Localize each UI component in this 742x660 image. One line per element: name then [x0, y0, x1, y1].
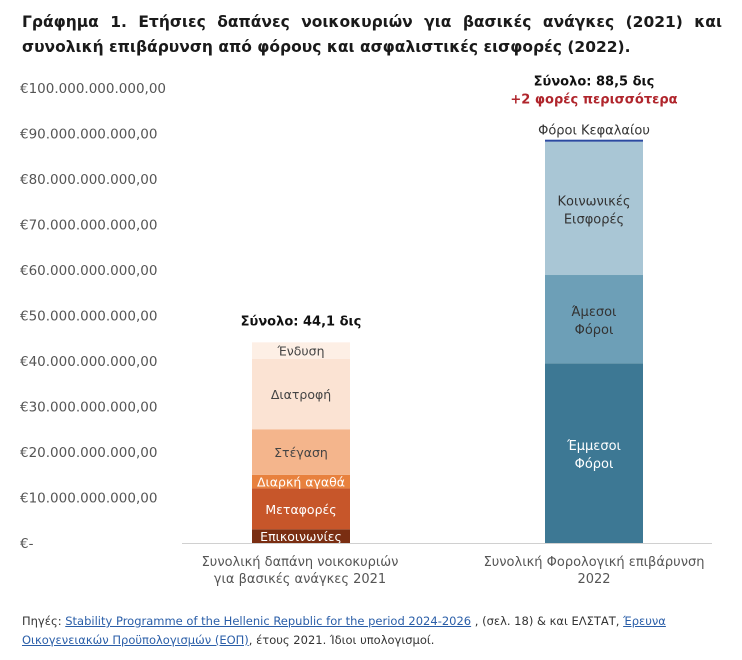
segment-label: Άμεσοι Φόροι: [572, 305, 617, 338]
bar-segment: [252, 529, 350, 543]
y-tick-label: €-: [20, 536, 34, 552]
stacked-bar-chart: €- €10.000.000.000,00 €20.000.000.000,00 €3…: [20, 74, 712, 587]
x-category-label: Συνολική δαπάνη νοικοκυριών για βασικές α…: [202, 555, 399, 587]
bar-sub-label: +2 φορές περισσότερα: [510, 92, 677, 107]
y-tick-label: €30.000.000.000,00: [20, 400, 157, 416]
y-tick-label: €20.000.000.000,00: [20, 445, 157, 461]
x-axis: Συνολική δαπάνη νοικοκυριών για βασικές α…: [182, 543, 712, 587]
segment-label: Έμμεσοι Φόροι: [566, 439, 621, 472]
bar-segment: [545, 275, 643, 364]
y-tick-label: €40.000.000.000,00: [20, 354, 157, 370]
bar-segment: [545, 139, 643, 142]
bar-segment: [545, 363, 643, 543]
segment-label: Διατροφή: [271, 387, 331, 402]
footer-prefix: Πηγές:: [22, 614, 66, 628]
y-tick-label: €60.000.000.000,00: [20, 263, 157, 279]
x-category-label: Συνολική Φορολογική επιβάρυνση 2022: [484, 555, 705, 587]
y-tick-label: €70.000.000.000,00: [20, 218, 157, 234]
y-tick-label: €100.000.000.000,00: [20, 81, 166, 97]
bar-segment: [252, 358, 350, 430]
segment-label: Στέγαση: [274, 445, 328, 460]
footer-mid-text: , (σελ. 18) & και ΕΛΣΤΑΤ,: [471, 614, 624, 628]
segment-label: Κοινωνικές Εισφορές: [557, 194, 630, 227]
bars-group: Επικοινωνίες Μεταφορές Διαρκή αγαθά Στέγαση…: [241, 74, 678, 544]
chart-title: Γράφημα 1. Ετήσιες δαπάνες νοικοκυριών γ…: [22, 13, 722, 56]
y-tick-label: €50.000.000.000,00: [20, 309, 157, 325]
bar-segment: [252, 474, 350, 489]
bar-segment: [252, 342, 350, 359]
segment-label: Διαρκή αγαθά: [257, 475, 345, 490]
bar-total-label: Σύνολο: 88,5 δις: [534, 74, 655, 89]
y-tick-label: €90.000.000.000,00: [20, 127, 157, 143]
y-tick-label: €10.000.000.000,00: [20, 491, 157, 507]
sources-footer: Πηγές: Stability Programme of the Hellen…: [22, 612, 722, 650]
segment-label: Επικοινωνίες: [260, 529, 342, 544]
footer-end-text: , έτους 2021. Ίδιοι υπολογισμοί.: [248, 633, 435, 647]
bar-segment: [252, 488, 350, 530]
source-link-stability-programme[interactable]: Stability Programme of the Hellenic Repu…: [65, 614, 472, 628]
bar-segment: [252, 429, 350, 475]
segment-label: Μεταφορές: [265, 502, 336, 517]
y-axis: €- €10.000.000.000,00 €20.000.000.000,00 €3…: [20, 81, 166, 552]
source-link-eop[interactable]: Έρευνα Οικογενειακών Προϋπολογισμών (ΕΟΠ…: [22, 614, 666, 647]
segment-label: Φόροι Κεφαλαίου: [538, 123, 650, 138]
y-tick-label: €80.000.000.000,00: [20, 172, 157, 188]
segment-label: Ένδυση: [276, 344, 324, 359]
bar-total-label: Σύνολο: 44,1 δις: [241, 314, 362, 329]
bar-segment: [545, 141, 643, 276]
